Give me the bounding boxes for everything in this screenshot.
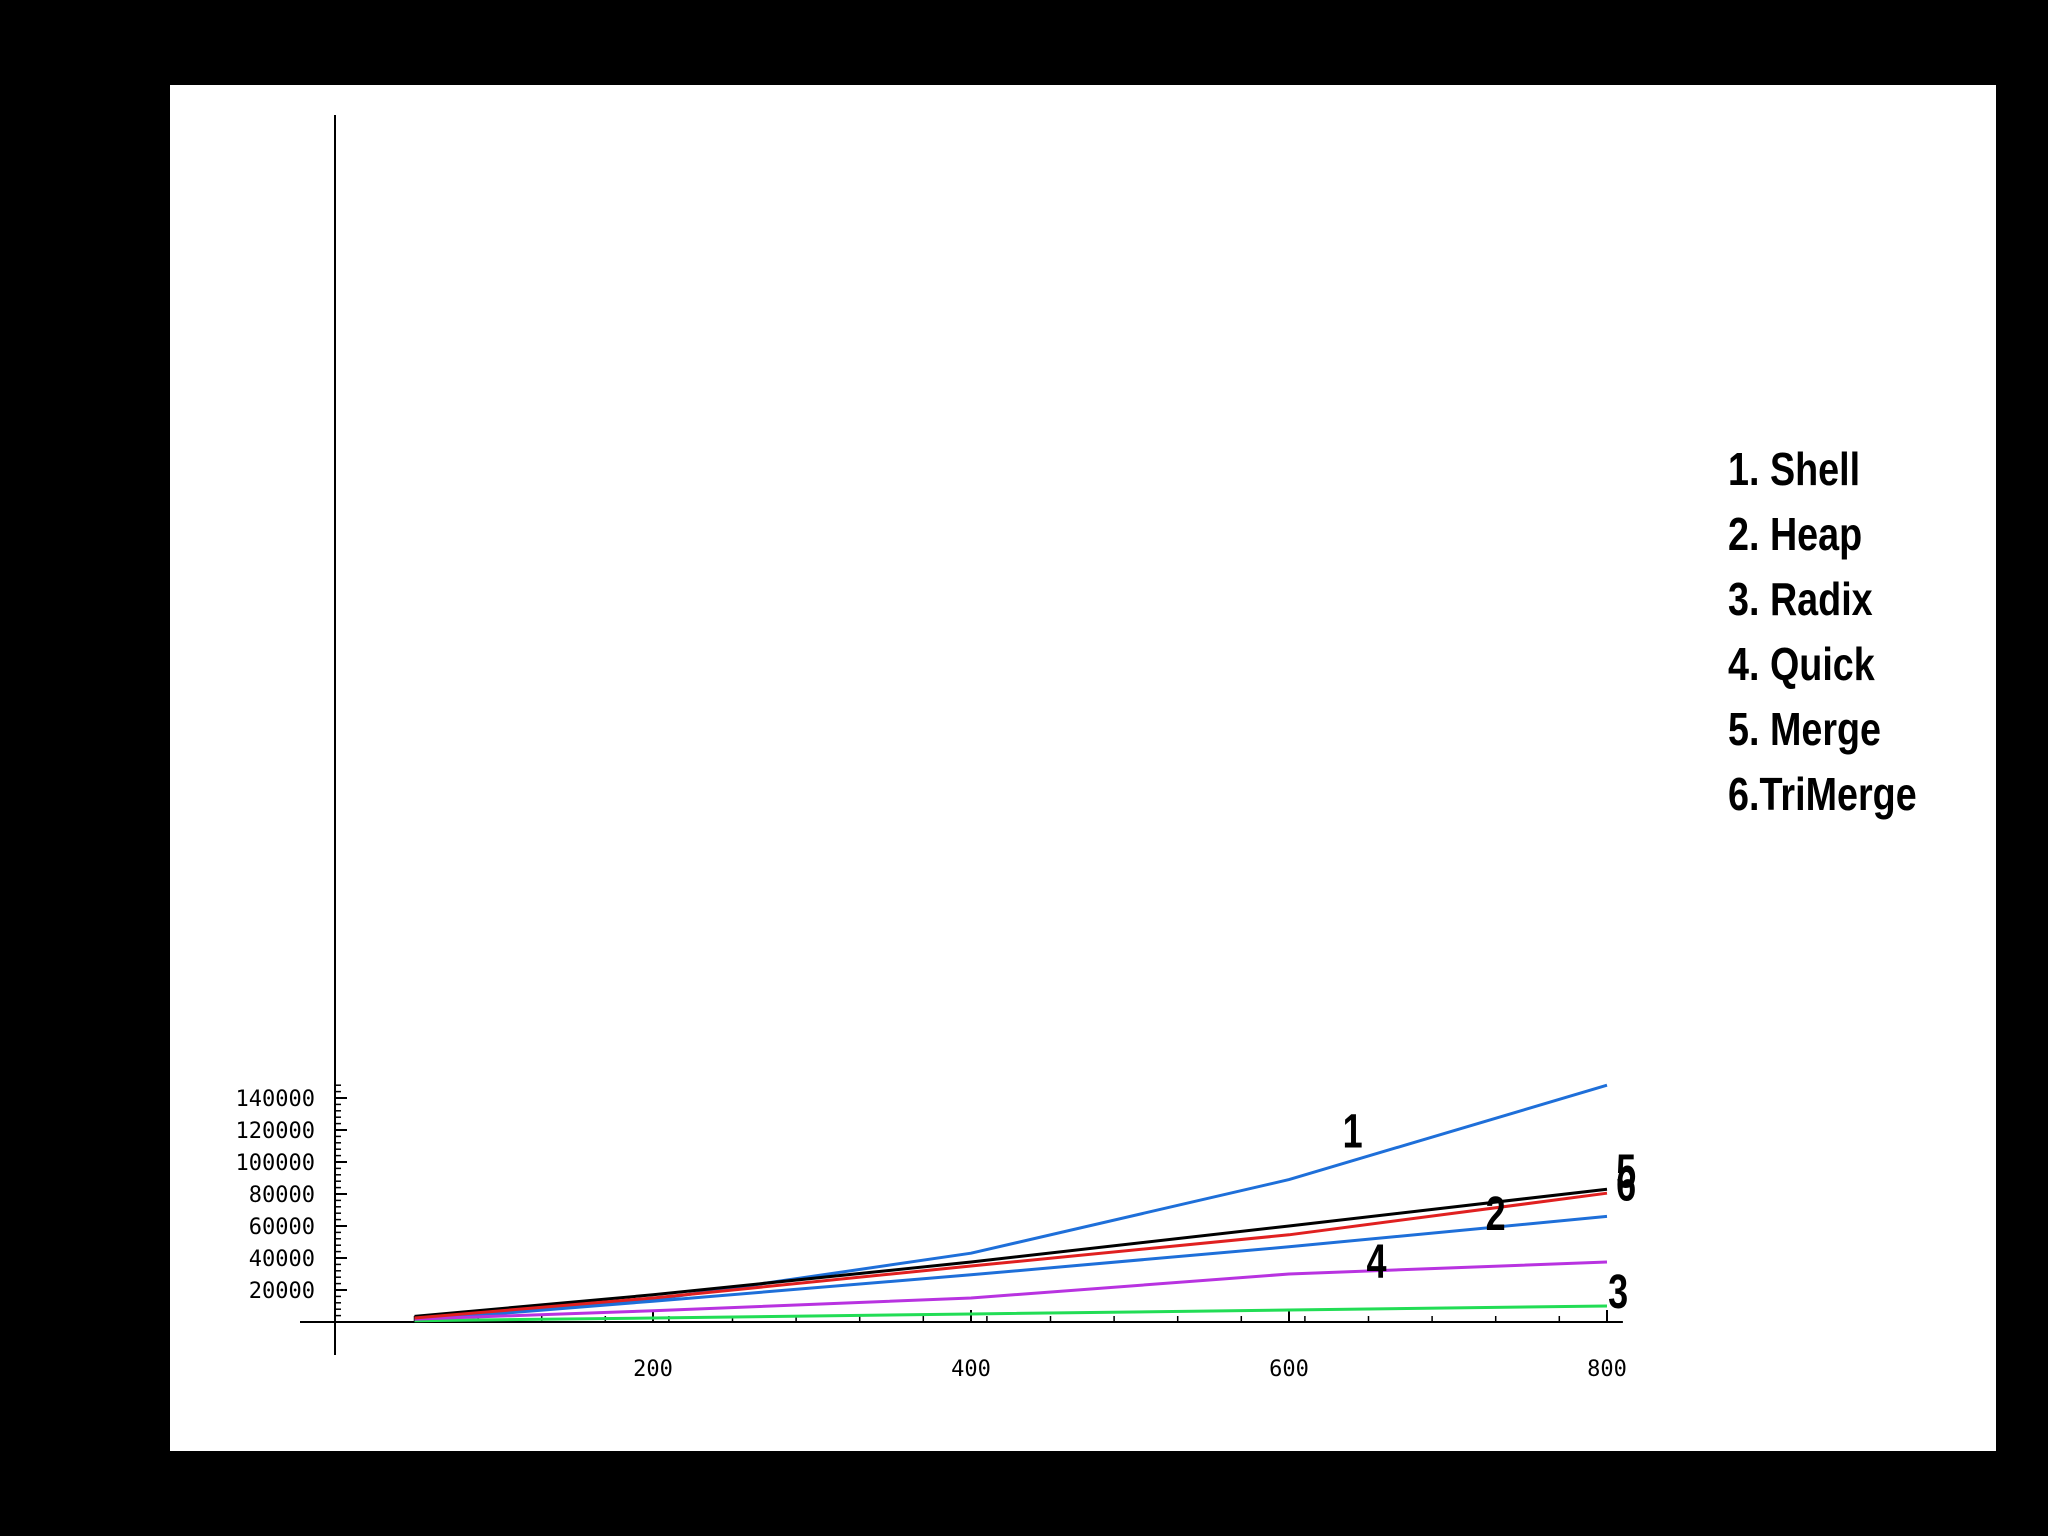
series-line-5 — [414, 1187, 1608, 1318]
series-line-2 — [414, 1214, 1608, 1322]
y-tick-label: 60000 — [249, 1215, 315, 1240]
series-line-4 — [414, 1260, 1608, 1321]
series-label-4: 4 — [1366, 1235, 1386, 1288]
legend-entry-quick: 4. Quick — [1728, 638, 1875, 690]
y-tick-label: 40000 — [249, 1247, 315, 1272]
x-tick-label: 800 — [1587, 1357, 1627, 1382]
legend-entry-radix: 3. Radix — [1728, 573, 1873, 625]
legend-entry-merge: 5. Merge — [1728, 703, 1882, 755]
series-label-3: 3 — [1608, 1265, 1628, 1318]
line-chart: 200 400 600 8002000040000600008000010000012… — [236, 115, 1636, 1382]
x-tick-label: 400 — [951, 1357, 991, 1382]
x-tick-label: 200 — [633, 1357, 673, 1382]
chart-legend: 1. Shell 2. Heap 3. Radix 4. Quick 5. Me… — [1728, 437, 1917, 827]
series-line-3 — [414, 1304, 1608, 1323]
series-label-6: 6 — [1616, 1157, 1636, 1210]
series-label-5: 5 — [1616, 1145, 1636, 1198]
y-tick-label: 120000 — [236, 1119, 315, 1144]
y-tick-label: 140000 — [236, 1087, 315, 1112]
y-tick-label: 20000 — [249, 1279, 315, 1304]
legend-entry-heap: 2. Heap — [1728, 508, 1863, 560]
y-tick-label: 100000 — [236, 1151, 315, 1176]
chart-panel: 200 400 600 800 20000 40000 60000 80000 100000 12… — [170, 85, 1996, 1451]
legend-entry-trimerge: 6.TriMerge — [1728, 768, 1917, 820]
series-label-1: 1 — [1343, 1105, 1363, 1158]
series-line-1 — [414, 1083, 1608, 1322]
series-line-6 — [414, 1191, 1608, 1320]
legend-entry-shell: 1. Shell — [1728, 443, 1861, 495]
x-tick-label: 600 — [1269, 1357, 1309, 1382]
y-tick-label: 80000 — [249, 1183, 315, 1208]
series-label-2: 2 — [1486, 1187, 1506, 1240]
